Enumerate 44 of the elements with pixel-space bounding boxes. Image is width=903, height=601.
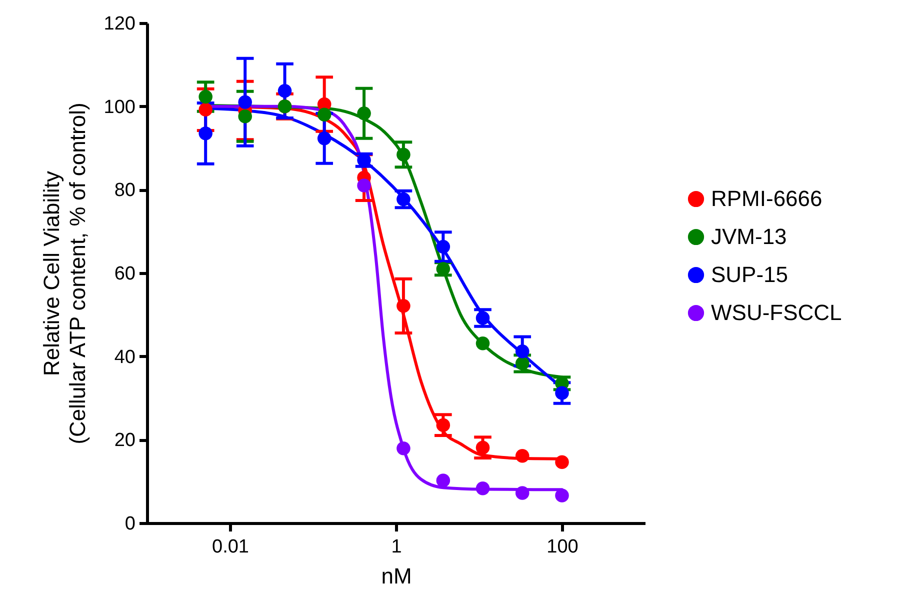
x-tick-label: 0.01: [212, 536, 249, 558]
y-tick-label: 20: [114, 430, 136, 452]
legend-label: SUP-15: [711, 262, 788, 287]
y-tick-label: 0: [124, 514, 136, 534]
x-tick-label: 1: [391, 536, 402, 558]
point: [396, 148, 410, 162]
x-axis-title: nM: [381, 564, 412, 588]
point: [476, 440, 490, 454]
point: [515, 486, 530, 500]
point: [555, 455, 569, 470]
point: [357, 178, 371, 192]
point: [515, 449, 530, 463]
x-tick-label: 100: [546, 536, 578, 558]
point: [396, 192, 410, 206]
legend-label: JVM-13: [711, 224, 787, 249]
point: [436, 240, 450, 254]
point: [198, 126, 212, 140]
point: [278, 84, 292, 98]
y-tick-label: 80: [114, 180, 136, 202]
point: [555, 386, 569, 400]
point: [396, 299, 410, 313]
point: [476, 336, 490, 350]
y-tick-label: 60: [114, 264, 136, 284]
point: [515, 344, 530, 358]
point: [476, 311, 490, 325]
point: [357, 106, 371, 120]
legend-label: WSU-FSCCL: [711, 300, 842, 325]
point: [317, 108, 332, 122]
point: [198, 102, 212, 117]
point: [238, 109, 252, 124]
point: [476, 482, 490, 496]
point: [515, 356, 530, 370]
point: [436, 474, 450, 488]
y-axis-title: Relative Cell Viability (Cellular ATP content, % of control): [38, 102, 90, 444]
point: [238, 95, 252, 110]
point: [198, 90, 212, 104]
legend-label: RPMI-6666: [711, 186, 822, 211]
point: [396, 442, 410, 456]
point: [317, 132, 332, 146]
point: [436, 418, 450, 432]
point: [555, 488, 569, 502]
y-tick-label: 120: [104, 14, 136, 34]
y-tick-label: 100: [104, 96, 136, 118]
y-tick-label: 40: [114, 346, 136, 368]
